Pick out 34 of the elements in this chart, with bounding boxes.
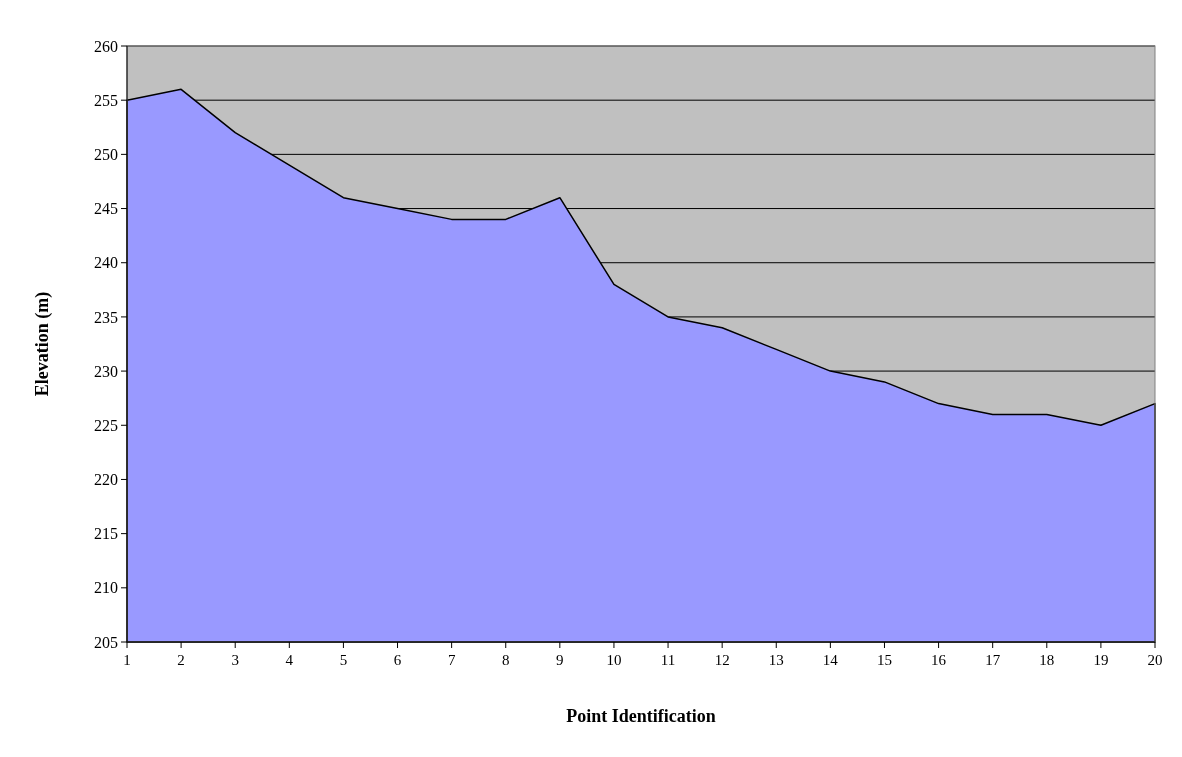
y-axis-title: Elevation (m)	[32, 291, 53, 397]
x-tick-label: 4	[285, 652, 294, 668]
y-tick-label: 225	[94, 416, 118, 434]
x-tick-label: 18	[1039, 652, 1055, 668]
y-tick-label: 205	[94, 633, 118, 651]
y-tick-label: 240	[94, 254, 118, 272]
x-tick-label: 16	[931, 652, 947, 668]
y-tick-label: 220	[94, 471, 118, 489]
x-tick-label: 6	[393, 652, 402, 668]
x-tick-label: 20	[1147, 652, 1163, 668]
x-tick-label: 17	[985, 652, 1001, 668]
x-tick-label: 3	[231, 652, 239, 668]
x-tick-label: 13	[768, 652, 784, 668]
x-axis-title: Point Identification	[566, 706, 716, 726]
x-tick-label: 9	[556, 652, 564, 668]
y-tick-label: 230	[94, 362, 118, 380]
x-tick-label: 19	[1093, 652, 1109, 668]
y-tick-label: 215	[94, 525, 118, 543]
y-tick-label: 255	[94, 91, 118, 109]
y-tick-label: 245	[94, 200, 118, 218]
y-tick-label: 260	[94, 37, 118, 55]
x-tick-label: 12	[714, 652, 730, 668]
y-tick-label: 250	[94, 145, 118, 163]
x-tick-label: 14	[822, 652, 839, 668]
x-tick-label: 2	[177, 652, 185, 668]
x-tick-label: 1	[123, 652, 131, 668]
x-tick-label: 5	[339, 652, 348, 668]
x-tick-label: 15	[876, 652, 892, 668]
x-tick-label: 11	[660, 652, 676, 668]
x-tick-label: 10	[606, 652, 622, 668]
x-tick-label: 7	[447, 652, 456, 668]
x-tick-label: 8	[501, 652, 510, 668]
y-tick-label: 210	[94, 579, 118, 597]
y-tick-label: 235	[94, 308, 118, 326]
